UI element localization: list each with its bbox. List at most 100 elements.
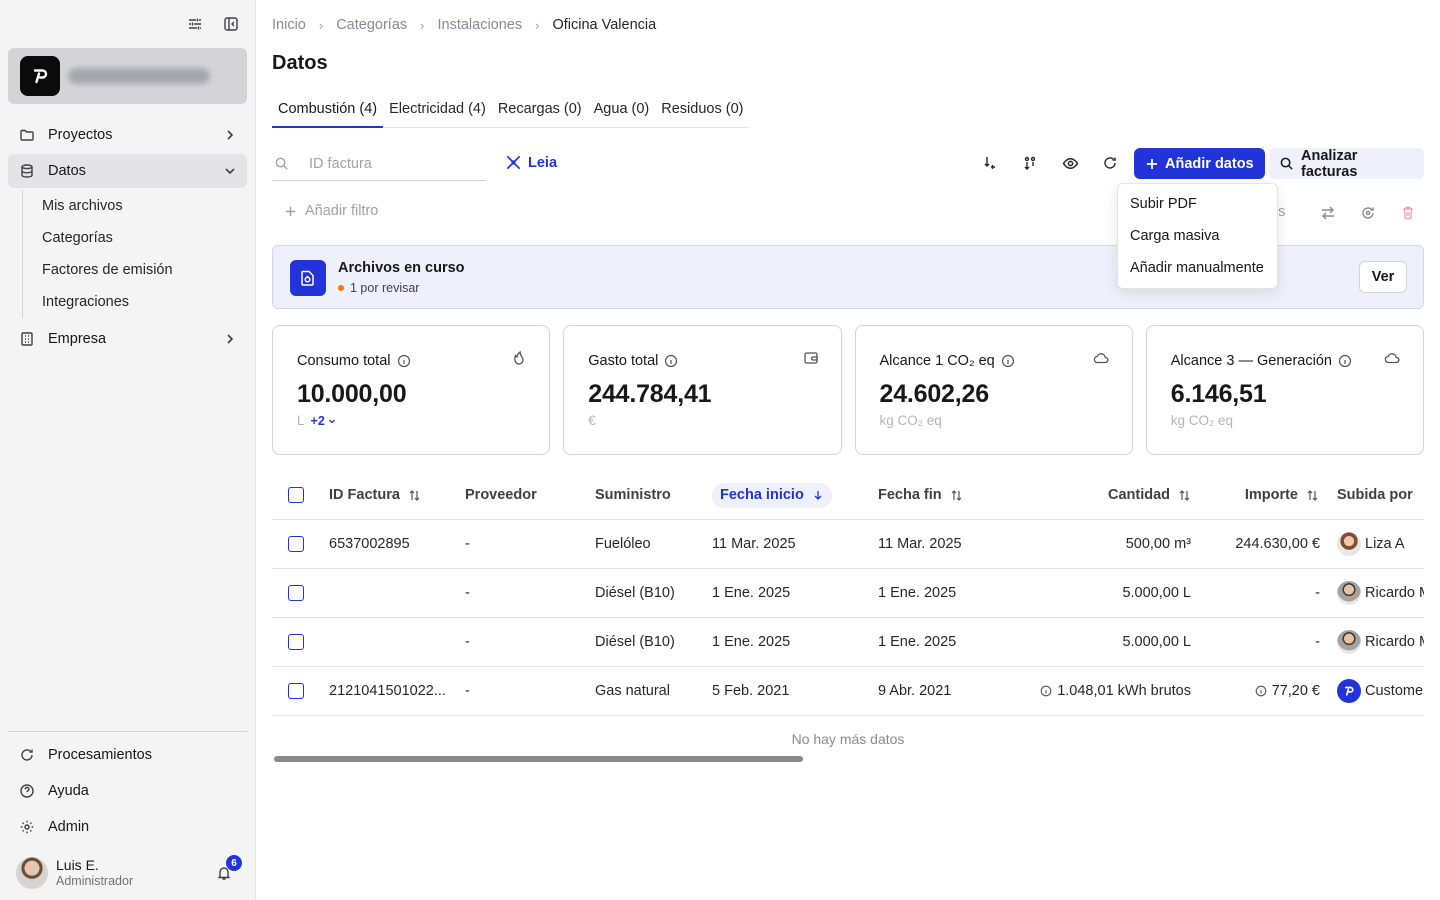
user-name: Luis E. — [56, 857, 99, 873]
org-name-blurred — [68, 68, 210, 84]
menu-item-bulk-upload[interactable]: Carga masiva — [1130, 228, 1220, 244]
nav-integraciones[interactable]: Integraciones — [42, 294, 130, 310]
avatar — [16, 857, 48, 889]
nav-categorias[interactable]: Categorías — [42, 230, 113, 246]
card-unit: kg CO₂ eq — [1171, 413, 1233, 428]
card-unit: kg CO₂ eq — [880, 413, 942, 428]
menu-item-upload-pdf[interactable]: Subir PDF — [1130, 196, 1197, 212]
tab-combustion[interactable]: Combustión (4) — [272, 99, 384, 128]
cell-proveedor: - — [465, 634, 470, 650]
table-row[interactable]: 2121041501022... - Gas natural 5 Feb. 20… — [272, 667, 1424, 716]
header-id-factura[interactable]: ID Factura — [329, 471, 421, 519]
breadcrumb-item[interactable]: Inicio — [272, 17, 306, 33]
cell-id — [329, 618, 454, 666]
info-icon[interactable] — [1338, 354, 1352, 368]
row-checkbox[interactable] — [288, 634, 304, 650]
collapse-sidebar-icon[interactable] — [221, 14, 241, 34]
menu-item-add-manually[interactable]: Añadir manualmente — [1130, 260, 1264, 276]
info-icon[interactable] — [1001, 354, 1015, 368]
datos-subnav: Mis archivos Categorías Factores de emis… — [22, 190, 247, 318]
cell-importe: 244.630,00 € — [1235, 536, 1320, 552]
breadcrumb-current: Oficina Valencia — [552, 17, 657, 33]
leia-button[interactable]: Leia — [505, 154, 557, 171]
row-checkbox[interactable] — [288, 683, 304, 699]
nav-factores-emision[interactable]: Factores de emisión — [42, 262, 173, 278]
add-data-button[interactable]: Añadir datos — [1134, 148, 1265, 179]
nav-ayuda[interactable]: Ayuda — [8, 774, 247, 808]
add-data-dropdown: Subir PDF Carga masiva Añadir manualment… — [1117, 183, 1278, 289]
row-select-cell — [288, 520, 304, 568]
horizontal-scrollbar[interactable] — [274, 756, 803, 762]
uploader-name: Ricardo M — [1365, 634, 1424, 650]
sort-icon[interactable] — [980, 153, 1000, 173]
recalculate-icon[interactable] — [1358, 203, 1378, 223]
organization-switcher[interactable] — [8, 48, 247, 104]
header-subida-por[interactable]: Subida por — [1337, 471, 1424, 519]
header-cantidad[interactable]: Cantidad — [1032, 471, 1191, 519]
search-input[interactable] — [309, 155, 479, 172]
info-icon[interactable] — [1255, 685, 1267, 697]
header-importe[interactable]: Importe — [1202, 471, 1319, 519]
cell-importe: - — [1315, 634, 1320, 650]
row-checkbox[interactable] — [288, 536, 304, 552]
status-dot — [338, 285, 344, 291]
nav-empresa[interactable]: Empresa — [8, 322, 247, 356]
header-label: Importe — [1244, 487, 1298, 503]
chevron-down-icon — [223, 164, 237, 178]
uploader-name: Customer — [1365, 683, 1424, 699]
header-fecha-fin[interactable]: Fecha fin — [878, 471, 963, 519]
tab-recargas[interactable]: Recargas (0) — [497, 101, 582, 117]
tab-agua[interactable]: Agua (0) — [593, 101, 650, 117]
info-icon[interactable] — [397, 354, 411, 368]
swap-icon[interactable] — [1318, 203, 1338, 223]
filter-row: Añadir filtro dos — [272, 200, 1424, 226]
table-row[interactable]: - Diésel (B10) 1 Ene. 2025 1 Ene. 2025 5… — [272, 569, 1424, 618]
info-icon[interactable] — [1040, 685, 1052, 697]
plus-icon — [284, 205, 297, 218]
view-files-button[interactable]: Ver — [1359, 261, 1407, 293]
group-icon[interactable] — [1020, 153, 1040, 173]
nav-procesamientos[interactable]: Procesamientos — [8, 738, 247, 772]
header-label: Fecha inicio — [720, 487, 804, 503]
breadcrumb-item[interactable]: Instalaciones — [437, 17, 523, 33]
wallet-icon — [803, 350, 819, 366]
cell-fecha-fin: 9 Abr. 2021 — [878, 683, 952, 699]
table-row[interactable]: 6537002895 - Fuelóleo 11 Mar. 2025 11 Ma… — [272, 520, 1424, 569]
header-fecha-inicio[interactable]: Fecha inicio — [712, 471, 832, 519]
sidebar-bottom-nav: Procesamientos Ayuda Admin — [8, 731, 247, 846]
nav-proyectos[interactable]: Proyectos — [8, 118, 247, 152]
toolbar-icons — [980, 153, 1120, 173]
sort-icon — [950, 489, 963, 502]
tab-residuos[interactable]: Residuos (0) — [661, 101, 744, 117]
row-checkbox[interactable] — [288, 585, 304, 601]
notifications-button[interactable]: 6 — [216, 855, 242, 881]
refresh-icon[interactable] — [1100, 153, 1120, 173]
header-proveedor[interactable]: Proveedor — [465, 471, 537, 519]
cloud-icon — [1384, 350, 1401, 366]
info-icon[interactable] — [664, 354, 678, 368]
active-sort-header: Fecha inicio — [712, 482, 832, 508]
trash-icon[interactable] — [1398, 203, 1418, 223]
eye-icon[interactable] — [1060, 153, 1080, 173]
add-filter-button[interactable]: Añadir filtro — [284, 203, 378, 219]
nav-mis-archivos[interactable]: Mis archivos — [42, 198, 123, 214]
breadcrumb-item[interactable]: Categorías — [336, 17, 408, 33]
avatar — [1337, 630, 1361, 654]
tab-electricidad[interactable]: Electricidad (4) — [389, 101, 486, 117]
select-all-checkbox[interactable] — [288, 487, 304, 503]
toolbar: Leia Añadir datos An — [272, 147, 1424, 181]
analyze-invoices-button[interactable]: Analizar facturas — [1269, 148, 1424, 180]
cell-subida-por: Liza A — [1337, 520, 1424, 568]
sliders-icon[interactable] — [185, 14, 205, 34]
category-tabs: Combustión (4) Electricidad (4) Recargas… — [272, 99, 750, 128]
selection-actions — [1318, 203, 1418, 223]
card-unit-text: kg CO₂ eq — [1170, 413, 1234, 428]
select-all-cell — [288, 471, 304, 519]
header-suministro[interactable]: Suministro — [595, 471, 671, 519]
nav-datos[interactable]: Datos — [8, 154, 247, 188]
cell-fecha-fin: 11 Mar. 2025 — [878, 536, 962, 552]
table-row[interactable]: - Diésel (B10) 1 Ene. 2025 1 Ene. 2025 5… — [272, 618, 1424, 667]
user-profile[interactable]: Luis E. Administrador 6 — [16, 855, 244, 890]
more-units-toggle[interactable]: +2 — [311, 414, 337, 428]
nav-admin[interactable]: Admin — [8, 810, 247, 844]
